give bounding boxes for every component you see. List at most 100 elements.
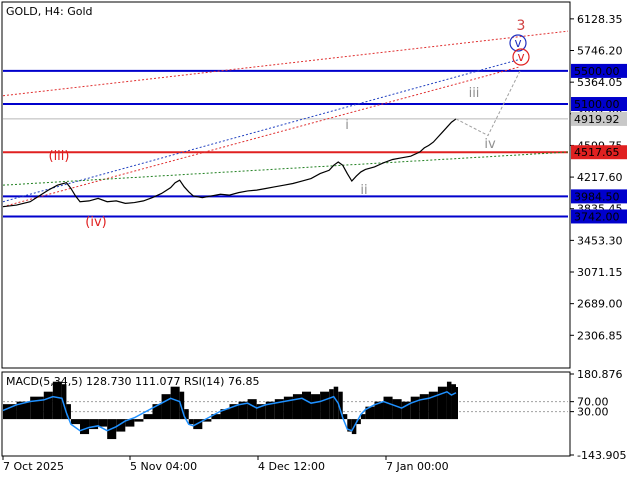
- macd-bar: [220, 409, 230, 420]
- macd-bar: [143, 414, 153, 420]
- macd-bar: [52, 381, 62, 420]
- macd-bar: [274, 399, 284, 420]
- price-tick-label: 6128.35: [577, 13, 623, 26]
- wave-circle-v-red: [512, 48, 530, 66]
- macd-bar: [392, 399, 402, 420]
- macd-bar: [437, 386, 447, 420]
- price-tick-label: 3453.30: [577, 234, 623, 247]
- indicator-title: MACD(5,34,5) 128.730 111.077 RSI(14) 76.…: [6, 375, 259, 388]
- macd-bar: [451, 384, 456, 420]
- macd-bar: [292, 394, 302, 420]
- chart-title: GOLD, H4: Gold: [6, 5, 93, 18]
- price-tick-label: 2689.00: [577, 298, 623, 311]
- wave-label-iv-paren: (iv): [85, 215, 106, 230]
- macd-bar: [161, 394, 171, 420]
- time-tick-label: 7 Jan 00:00: [386, 460, 449, 473]
- blue-trend-line: [2, 58, 521, 203]
- level-price-box: [571, 97, 627, 112]
- time-tick-label: 5 Nov 04:00: [130, 460, 197, 473]
- wave-circle-v-blue: [509, 34, 527, 52]
- current-price-box: [571, 111, 627, 126]
- projected-wave-path: [455, 70, 521, 137]
- macd-bar: [179, 391, 185, 420]
- wave-label-iv: iv: [484, 137, 496, 152]
- macd-bar: [43, 391, 53, 420]
- rsi-line: [2, 390, 457, 432]
- price-tick-label: 5746.20: [577, 45, 623, 58]
- level-price-label: 3742.00: [574, 210, 620, 223]
- macd-bar: [456, 387, 458, 420]
- level-price-label: 4517.65: [574, 146, 620, 159]
- macd-bar: [229, 404, 239, 420]
- macd-bar: [360, 414, 366, 420]
- macd-bar: [347, 419, 352, 432]
- macd-bar: [329, 389, 334, 420]
- macd-bar: [256, 404, 266, 420]
- wave-label-ii: ii: [360, 183, 367, 198]
- macd-bar: [152, 404, 162, 420]
- level-price-label: 5100.00: [574, 98, 620, 111]
- price-line: [2, 118, 457, 208]
- macd-bar: [428, 391, 438, 420]
- macd-bar: [283, 396, 293, 420]
- red-trend-line: [2, 66, 521, 208]
- level-price-box: [571, 189, 627, 204]
- macd-bar: [238, 401, 248, 420]
- wave-label-v-blue: v: [514, 36, 521, 50]
- time-tick-label: 4 Dec 12:00: [258, 460, 325, 473]
- macd-bar: [116, 419, 126, 432]
- macd-bar: [134, 419, 144, 422]
- wave-label-3: 3: [517, 18, 526, 34]
- macd-bar: [356, 419, 361, 425]
- macd-bar: [401, 401, 411, 420]
- wave-label-i: i: [345, 118, 349, 133]
- macd-bar: [311, 394, 321, 420]
- macd-bar: [342, 414, 348, 420]
- macd-bar: [3, 404, 17, 420]
- macd-bar: [383, 396, 393, 420]
- main-layer: 6128.355746.205364.054981.904599.754217.…: [2, 13, 627, 473]
- wave-label-iii: iii: [469, 86, 480, 101]
- macd-bar: [184, 409, 189, 420]
- level-price-label: 5500.00: [574, 65, 620, 78]
- current-price-label: 4919.92: [574, 113, 620, 126]
- macd-bar: [365, 406, 375, 420]
- indicator-tick-label: -143.905: [577, 449, 626, 462]
- macd-bar: [80, 419, 90, 435]
- indicator-tick-label: 180.876: [577, 368, 623, 381]
- macd-bar: [170, 386, 180, 420]
- macd-bar: [188, 419, 194, 425]
- wave-label-v-red: v: [517, 50, 524, 64]
- macd-bar: [338, 391, 343, 420]
- macd-bar: [98, 419, 108, 427]
- price-tick-label: 5364.05: [577, 76, 623, 89]
- level-price-box: [571, 63, 627, 78]
- macd-bar: [265, 401, 275, 420]
- macd-bar: [89, 419, 99, 430]
- macd-bar: [66, 404, 71, 420]
- macd-bar: [61, 384, 67, 420]
- wave-label-iii-paren: (iii): [49, 149, 70, 164]
- indicator-tick-label: 30.00: [577, 406, 609, 419]
- macd-bar: [30, 396, 44, 420]
- macd-bar: [247, 399, 257, 420]
- macd-bar: [301, 391, 312, 420]
- upper-channel-line: [2, 30, 569, 97]
- time-tick-label: 7 Oct 2025: [3, 460, 64, 473]
- level-price-label: 3984.50: [574, 190, 620, 203]
- macd-bar: [125, 419, 135, 427]
- macd-bar: [410, 396, 420, 420]
- macd-bar: [374, 401, 384, 420]
- indicator-tick-label: 70.00: [577, 396, 609, 409]
- macd-bar: [333, 386, 339, 420]
- macd-bar: [211, 414, 221, 420]
- level-price-box: [571, 145, 627, 160]
- macd-bar: [446, 381, 452, 420]
- price-tick-label: 4217.60: [577, 171, 623, 184]
- price-tick-label: 3071.15: [577, 266, 623, 279]
- macd-bar: [419, 394, 429, 420]
- macd-bar: [202, 419, 212, 422]
